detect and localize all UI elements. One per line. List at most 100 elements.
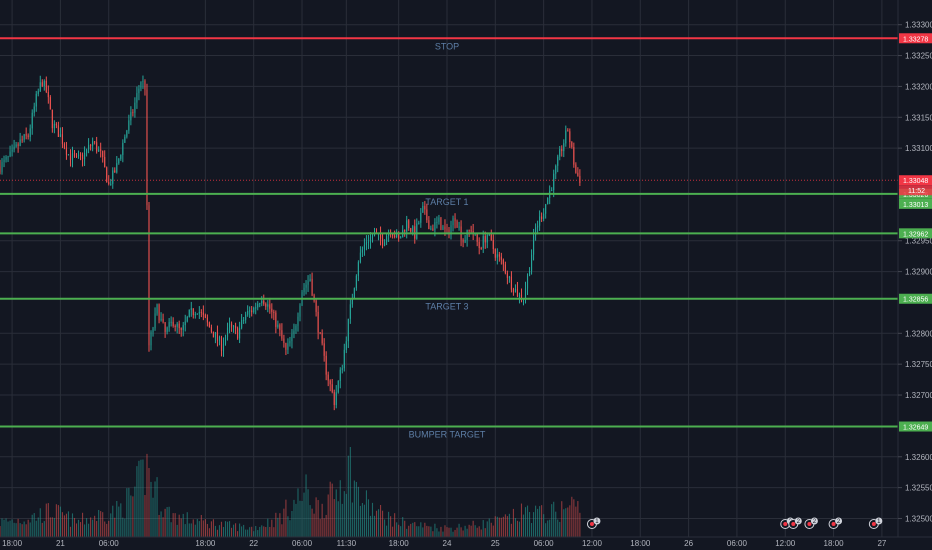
volume-bar <box>77 519 80 537</box>
volume-bar <box>551 504 553 537</box>
candle-body <box>482 236 484 249</box>
bumper-target-line[interactable]: BUMPER TARGET <box>0 425 898 440</box>
volume-bar <box>138 460 140 537</box>
volume-bar <box>553 501 555 537</box>
volume-bar <box>59 506 61 537</box>
candle-body <box>67 154 70 156</box>
volume-bar <box>444 525 446 537</box>
event-marker[interactable]: 1 <box>586 517 601 529</box>
volume-bar <box>311 508 313 537</box>
volume-bar <box>168 506 170 537</box>
price-levels[interactable]: STOP TARGET 1 TARGET 3 BUMPER TARGET <box>0 37 898 440</box>
candle-body <box>198 312 200 314</box>
candle-body <box>512 289 514 293</box>
level-text: STOP <box>435 41 459 51</box>
candle-body <box>567 130 569 132</box>
volume-bar <box>363 504 365 537</box>
volume-bar <box>208 528 210 537</box>
volume-bar <box>75 523 78 537</box>
candle-body <box>382 238 384 246</box>
volume-bar <box>104 521 106 537</box>
volume-bar <box>172 513 174 537</box>
target-1-line-price-tag: 1.33026 <box>903 192 928 199</box>
stop-line[interactable]: STOP <box>0 37 898 51</box>
candle-body <box>212 331 214 338</box>
candle-body <box>190 308 192 310</box>
target-1-line[interactable]: TARGET 1 <box>0 192 898 207</box>
candle-body <box>573 146 575 165</box>
candle-body <box>526 275 529 289</box>
volume-bar <box>492 525 494 537</box>
volume-bar <box>110 513 112 537</box>
candle-body <box>329 380 331 385</box>
candle-body <box>25 134 27 136</box>
candle-body <box>158 304 160 321</box>
volume-bar <box>325 514 327 537</box>
volume-bar <box>343 491 345 537</box>
candle-body <box>116 163 118 173</box>
volume-bar <box>520 503 523 537</box>
volume-bar <box>247 529 249 537</box>
event-marker[interactable]: 1 <box>868 517 883 529</box>
candle-body <box>422 205 424 213</box>
volume-bar <box>148 468 150 537</box>
volume-bar <box>535 505 537 537</box>
current-price-tag: 1.33048 <box>903 178 928 185</box>
volume-bar <box>253 531 255 537</box>
candle-body <box>315 300 317 312</box>
volume-bar <box>365 490 368 537</box>
volume-bar <box>516 520 519 537</box>
candle-body <box>47 92 49 98</box>
candle-body <box>357 262 359 276</box>
candle-body <box>418 222 420 224</box>
candle-body <box>220 337 223 351</box>
time-tick-label: 06:00 <box>727 539 748 548</box>
candle-body <box>57 125 59 137</box>
volume-bar <box>454 529 456 537</box>
volume-bar <box>482 520 484 537</box>
price-axis[interactable]: 1.33300 1.33250 1.33200 1.33150 1.33100 1.329… <box>898 21 932 524</box>
candle-body <box>347 318 349 342</box>
event-count-badge <box>593 517 601 525</box>
candle-body <box>224 336 227 344</box>
candle-body <box>243 319 245 321</box>
volume-bar <box>94 515 96 537</box>
volume-bar <box>478 526 480 537</box>
volume-bar <box>549 519 551 537</box>
event-marker[interactable]: 2 <box>788 517 802 529</box>
volume-bar <box>390 516 392 537</box>
candle-body <box>386 236 388 243</box>
event-markers[interactable]: 122221 <box>586 517 883 529</box>
countdown-background <box>899 185 932 196</box>
volume-bar <box>216 529 219 537</box>
volume-bar <box>359 505 361 537</box>
candle-body <box>69 154 72 160</box>
candle-body <box>108 182 110 185</box>
candle-body <box>237 328 239 339</box>
volume-bar <box>241 526 243 537</box>
event-marker[interactable]: 2 <box>828 517 843 529</box>
volume-bar <box>25 524 27 537</box>
volume-bar <box>81 512 84 537</box>
volume-bar <box>164 508 166 537</box>
candle-body <box>53 123 55 129</box>
event-marker[interactable]: 2 <box>804 517 818 529</box>
candle-body <box>31 112 33 129</box>
volume-bar <box>23 521 25 537</box>
time-tick-label: 18:00 <box>2 539 23 548</box>
volume-bar <box>410 523 412 537</box>
candle-body <box>498 254 500 257</box>
volume-bar <box>446 527 448 537</box>
volume-bar <box>92 519 94 537</box>
volume-bar <box>41 522 43 537</box>
candle-body <box>339 369 341 381</box>
time-axis[interactable]: 18:00 21 06:00 18:00 22 06:00 11:30 18:00 24 25 06… <box>2 539 887 548</box>
candle-body <box>90 145 92 147</box>
candle-body <box>283 338 285 344</box>
target-3-line[interactable]: TARGET 3 <box>0 297 898 312</box>
candle-body <box>164 322 166 332</box>
candle-body <box>426 209 428 221</box>
volume-bar <box>547 520 549 537</box>
candle-body <box>490 234 492 241</box>
